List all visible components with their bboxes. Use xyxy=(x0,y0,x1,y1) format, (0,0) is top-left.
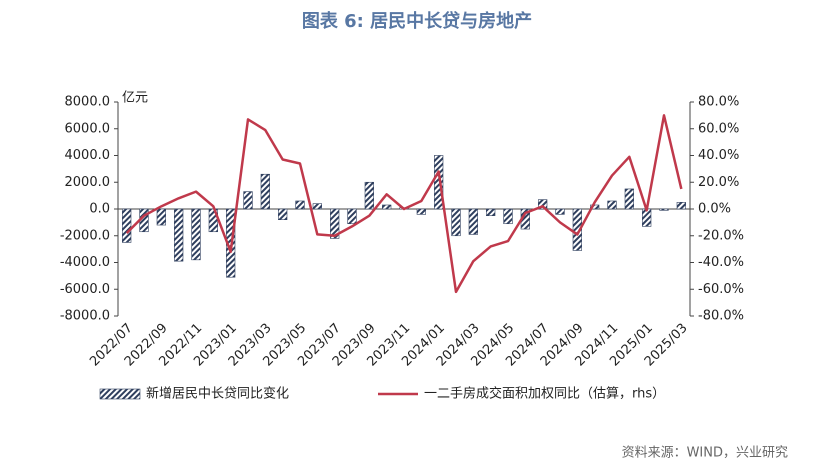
bar xyxy=(122,208,132,243)
y2-tick-label: -60.0% xyxy=(698,282,744,297)
y-tick-label: 6000.0 xyxy=(65,121,111,136)
bar xyxy=(347,208,357,225)
bar xyxy=(243,191,253,210)
bar xyxy=(416,208,426,215)
line xyxy=(125,114,683,294)
y2-tick-label: 80.0% xyxy=(698,95,739,110)
bar xyxy=(295,200,305,210)
y2-tick-label: -20.0% xyxy=(698,228,744,243)
bar xyxy=(676,202,686,210)
legend-label: 新增居民中长贷同比变化 xyxy=(146,386,289,402)
bar xyxy=(624,188,634,210)
bar xyxy=(572,208,582,251)
bar xyxy=(260,173,270,210)
y-tick-label: 4000.0 xyxy=(65,148,111,163)
chart-title: 图表 6: 居民中长贷与房地产 xyxy=(302,10,532,32)
bar xyxy=(451,208,461,237)
y-tick-label: 2000.0 xyxy=(65,175,111,190)
bar xyxy=(607,200,617,210)
bar xyxy=(174,208,184,262)
bar xyxy=(312,203,322,210)
bar xyxy=(642,208,652,227)
bar xyxy=(503,208,513,225)
source: 资料来源：WIND，兴业研究 xyxy=(622,446,788,461)
y2-tick-label: -40.0% xyxy=(698,255,744,270)
y2-tick-label: 0.0% xyxy=(698,202,731,217)
bar xyxy=(659,208,669,211)
bar xyxy=(434,155,444,210)
y-tick-label: -8000.0 xyxy=(60,309,110,324)
y-tick-label: -2000.0 xyxy=(60,228,110,243)
y-tick-label: 0.0 xyxy=(89,202,110,217)
y-axis-label: 亿元 xyxy=(122,91,148,106)
bar xyxy=(486,208,496,216)
bar xyxy=(538,199,548,210)
y-tick-label: -6000.0 xyxy=(60,282,110,297)
bar xyxy=(330,208,340,239)
bar xyxy=(382,204,392,210)
bar xyxy=(191,208,201,261)
legend-swatch xyxy=(99,388,141,400)
legend-label: 一二手房成交面积加权同比（估算，rhs） xyxy=(424,386,665,402)
bar xyxy=(555,208,565,215)
y2-tick-label: 60.0% xyxy=(698,121,739,136)
y2-tick-label: -80.0% xyxy=(698,309,744,324)
y2-tick-label: 20.0% xyxy=(698,175,739,190)
y-tick-label: -4000.0 xyxy=(60,255,110,270)
y2-tick-label: 40.0% xyxy=(698,148,739,163)
bar xyxy=(590,204,600,210)
bar xyxy=(278,208,288,220)
bar xyxy=(364,181,374,210)
y-tick-label: 8000.0 xyxy=(65,95,111,110)
bar xyxy=(156,208,166,226)
bar xyxy=(468,208,478,235)
